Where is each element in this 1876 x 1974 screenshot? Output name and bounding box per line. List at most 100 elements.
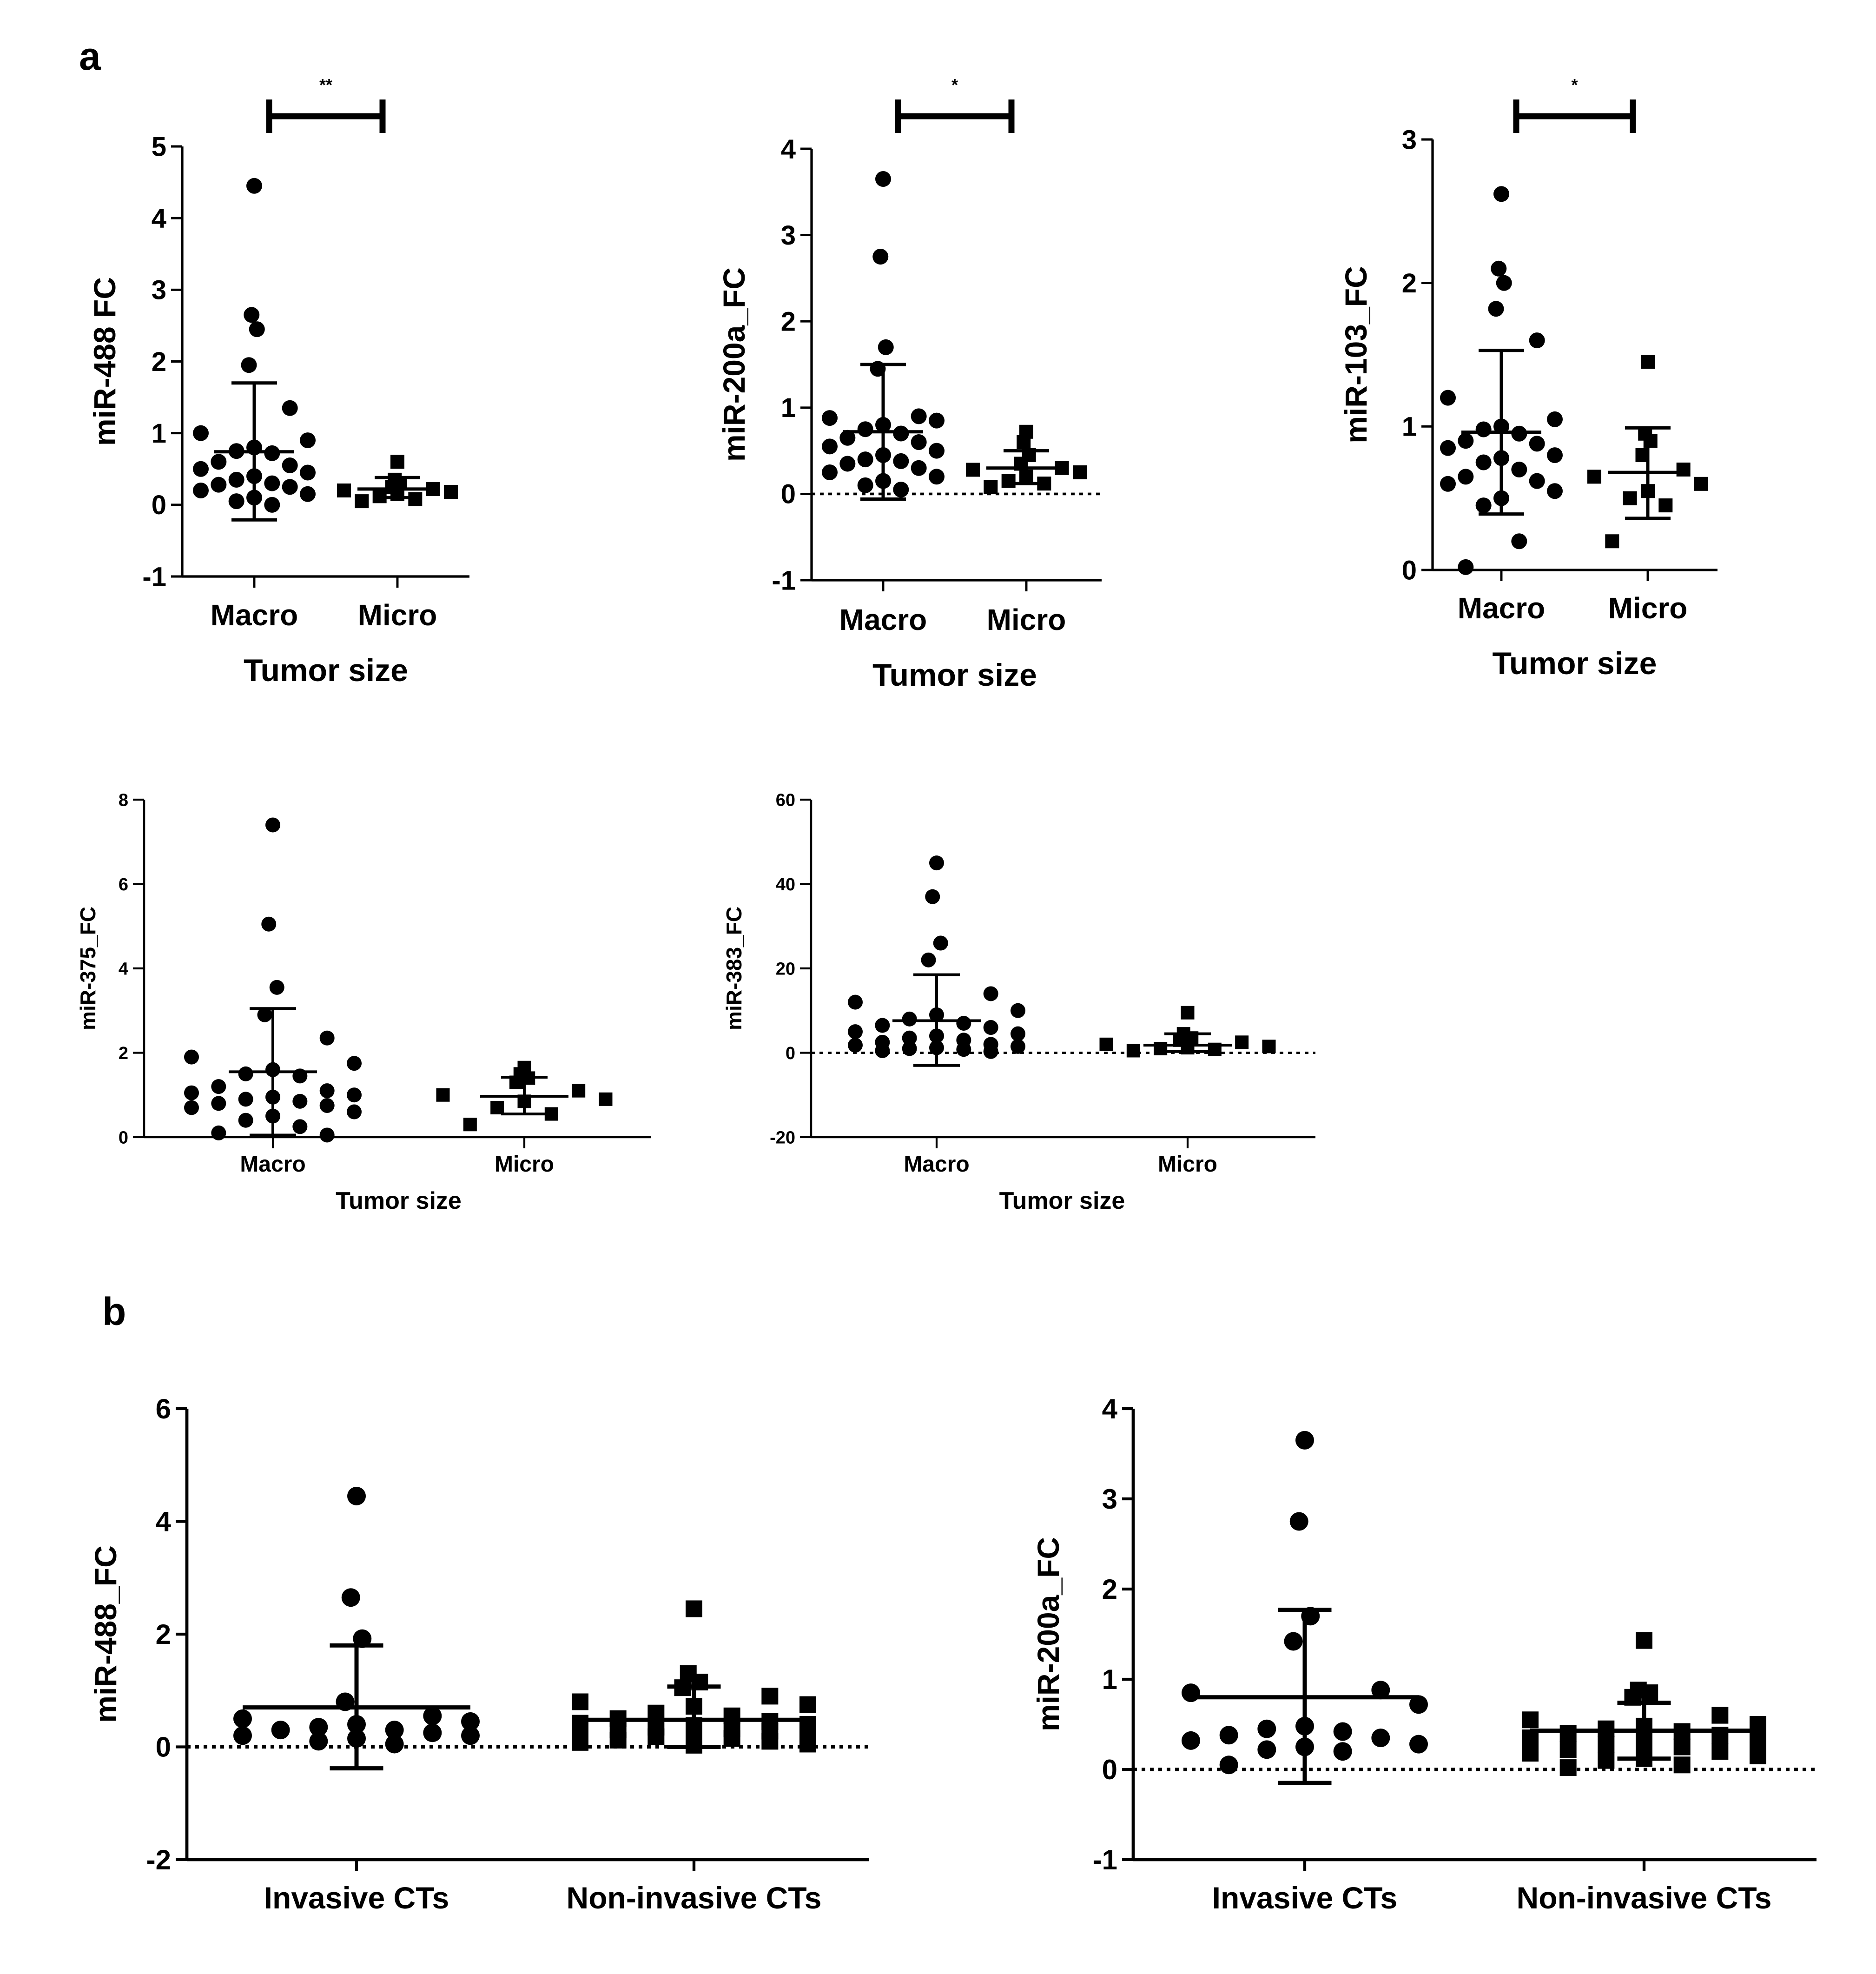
data-point bbox=[238, 1113, 253, 1128]
data-point bbox=[1643, 434, 1658, 448]
data-point bbox=[848, 994, 863, 1010]
significance-label: ** bbox=[319, 75, 332, 94]
y-tick-label: 1 bbox=[1402, 412, 1417, 442]
data-point bbox=[929, 412, 945, 429]
data-point bbox=[1547, 411, 1563, 427]
x-category-label: Macro bbox=[211, 598, 298, 632]
data-point bbox=[1371, 1681, 1390, 1700]
x-category-label: Macro bbox=[240, 1152, 305, 1177]
y-tick-label: 2 bbox=[1402, 268, 1417, 298]
y-axis-label: miR-488 FC bbox=[87, 277, 122, 446]
data-point bbox=[271, 1721, 290, 1740]
data-point bbox=[572, 1734, 588, 1751]
data-point bbox=[385, 1735, 404, 1754]
data-point bbox=[292, 1119, 308, 1134]
x-axis-label: Tumor size bbox=[244, 653, 408, 688]
x-category-label: Micro bbox=[495, 1152, 554, 1177]
data-point bbox=[1522, 1711, 1539, 1729]
data-point bbox=[1750, 1732, 1766, 1749]
y-tick-label: -1 bbox=[1093, 1844, 1117, 1875]
y-tick-label: 0 bbox=[1102, 1754, 1117, 1785]
data-point bbox=[983, 1020, 998, 1035]
data-point bbox=[300, 486, 316, 502]
y-tick-label: 2 bbox=[781, 307, 796, 337]
data-point bbox=[1126, 1044, 1140, 1058]
significance-label: * bbox=[951, 75, 958, 94]
data-point bbox=[1333, 1742, 1352, 1761]
x-category-label: Micro bbox=[1158, 1152, 1217, 1177]
x-axis-label: Tumor size bbox=[872, 657, 1037, 693]
data-point bbox=[353, 1629, 372, 1648]
data-point bbox=[1284, 1632, 1303, 1651]
data-point bbox=[1011, 1003, 1025, 1018]
x-category-label: Invasive CTs bbox=[264, 1881, 449, 1915]
x-axis-label: Tumor size bbox=[336, 1187, 462, 1214]
data-point bbox=[1458, 433, 1474, 449]
y-tick-label: 2 bbox=[1102, 1574, 1117, 1605]
data-point bbox=[1511, 461, 1527, 477]
data-point bbox=[461, 1726, 480, 1745]
x-category-label: Macro bbox=[839, 603, 927, 636]
y-tick-label: 0 bbox=[156, 1732, 171, 1763]
data-point bbox=[341, 1588, 360, 1607]
y-tick-label: 4 bbox=[781, 134, 796, 164]
data-point bbox=[211, 477, 227, 493]
data-point bbox=[241, 357, 257, 373]
data-point bbox=[929, 855, 944, 871]
data-point bbox=[761, 1688, 779, 1705]
data-point bbox=[799, 1736, 816, 1753]
y-tick-label: 1 bbox=[1102, 1664, 1117, 1695]
data-point bbox=[929, 469, 945, 485]
data-point bbox=[233, 1709, 252, 1728]
y-tick-label: 0 bbox=[781, 479, 796, 510]
data-point bbox=[1458, 559, 1474, 575]
y-axis-label: miR-383_FC bbox=[722, 907, 746, 1030]
data-point bbox=[211, 1096, 226, 1111]
data-point bbox=[1496, 275, 1512, 291]
y-axis-label: miR-200a_FC bbox=[717, 267, 751, 462]
x-category-label: Macro bbox=[1458, 591, 1546, 625]
data-point bbox=[572, 1693, 588, 1710]
data-point bbox=[572, 1084, 586, 1098]
data-point bbox=[347, 1087, 362, 1103]
y-tick-label: 20 bbox=[776, 959, 795, 979]
y-tick-label: -1 bbox=[142, 562, 166, 592]
x-category-label: Non-invasive CTs bbox=[567, 1881, 822, 1915]
y-tick-label: 0 bbox=[1402, 555, 1417, 585]
data-point bbox=[300, 464, 316, 481]
data-point bbox=[902, 1030, 917, 1046]
x-axis-label: Tumor size bbox=[1493, 646, 1657, 681]
data-point bbox=[956, 1042, 971, 1057]
data-point bbox=[1182, 1731, 1200, 1750]
data-point bbox=[902, 1041, 917, 1056]
data-point bbox=[822, 410, 838, 426]
y-tick-label: -1 bbox=[772, 565, 796, 596]
y-tick-label: 4 bbox=[156, 1506, 172, 1537]
data-point bbox=[244, 307, 260, 323]
data-point bbox=[1011, 1039, 1025, 1054]
data-point bbox=[1605, 534, 1619, 549]
data-point bbox=[257, 1007, 272, 1022]
data-point bbox=[1598, 1736, 1615, 1753]
data-point bbox=[228, 493, 244, 510]
data-point bbox=[839, 430, 856, 446]
data-point bbox=[609, 1731, 627, 1749]
data-point bbox=[319, 1098, 335, 1113]
y-tick-label: 60 bbox=[776, 790, 795, 810]
data-point bbox=[238, 1066, 253, 1081]
data-point bbox=[1440, 476, 1456, 492]
data-point bbox=[423, 1706, 442, 1725]
data-point bbox=[1257, 1740, 1276, 1759]
data-point bbox=[184, 1100, 199, 1115]
x-category-label: Micro bbox=[1608, 591, 1688, 625]
data-point bbox=[1529, 473, 1545, 489]
data-point bbox=[319, 1083, 335, 1099]
y-tick-label: -2 bbox=[146, 1844, 171, 1875]
data-point bbox=[1257, 1719, 1276, 1738]
data-point bbox=[1587, 470, 1601, 484]
data-point bbox=[1529, 436, 1545, 452]
y-tick-label: 0 bbox=[119, 1128, 128, 1147]
y-axis-label: miR-488_FC bbox=[88, 1545, 123, 1722]
